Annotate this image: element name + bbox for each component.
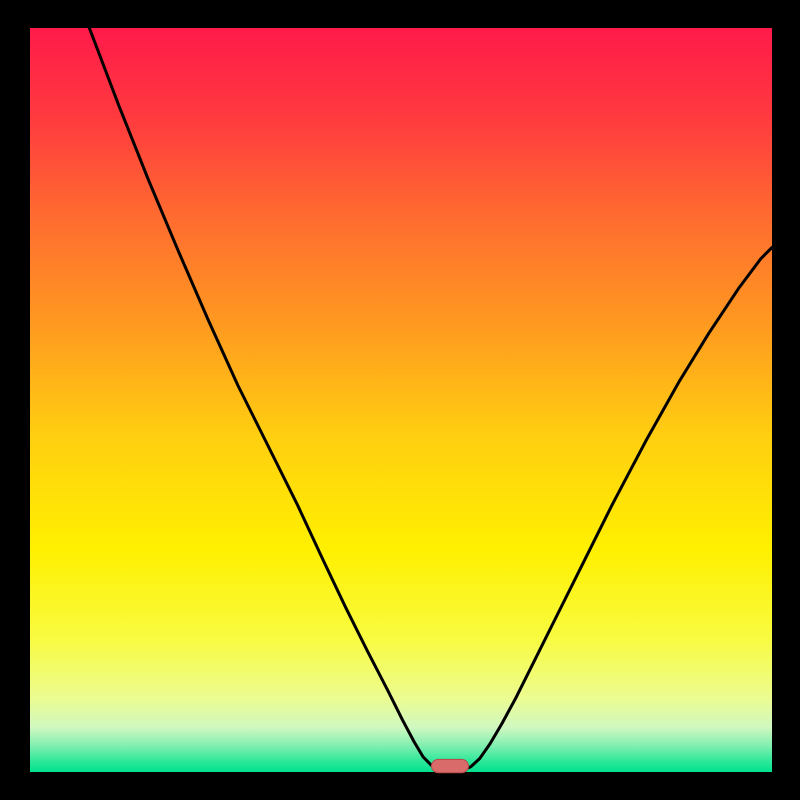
plot-area <box>30 28 772 772</box>
optimal-marker <box>431 759 468 772</box>
chart-container: TheBottleneck.com <box>0 0 800 800</box>
bottleneck-chart <box>0 0 800 800</box>
